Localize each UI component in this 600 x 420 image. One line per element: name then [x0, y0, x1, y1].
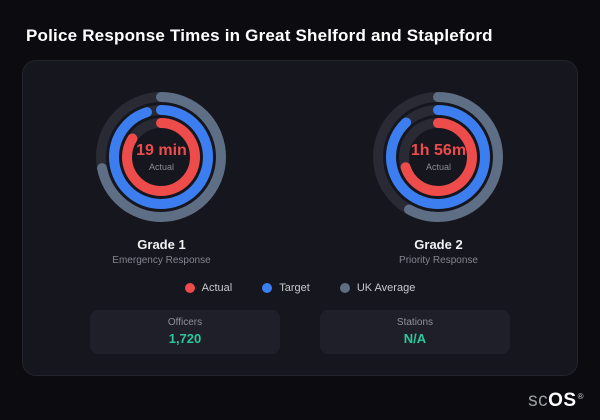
watermark-os: OS — [548, 390, 577, 411]
watermark-sc: sc — [528, 390, 549, 411]
legend-dot-actual — [184, 283, 195, 293]
gauge-center-label: Actual — [425, 162, 451, 173]
gauge-value: 19 min — [136, 141, 187, 159]
gauge-column-grade-1: 19 min Actual Grade 1 Emergency Response — [37, 87, 286, 266]
stat-value: 1,720 — [168, 331, 202, 346]
gauge-center-grade-1: 19 min Actual — [91, 87, 231, 227]
gauge-title-grade-2: Grade 2 — [414, 237, 463, 252]
scos-watermark: scOS® — [528, 390, 584, 412]
page-title: Police Response Times in Great Shelford … — [26, 26, 493, 45]
radial-gauge-grade-2: 1h 56m Actual — [368, 87, 508, 227]
legend-item-actual[interactable]: Actual — [184, 282, 233, 294]
legend-item-target[interactable]: Target — [262, 282, 310, 294]
legend: Actual Target UK Average — [23, 282, 577, 294]
gauge-subtitle-grade-2: Priority Response — [399, 255, 478, 266]
legend-label: Actual — [201, 282, 233, 294]
gauge-center-grade-2: 1h 56m Actual — [368, 87, 508, 227]
dashboard-card: 19 min Actual Grade 1 Emergency Response… — [22, 60, 578, 376]
gauge-subtitle-grade-1: Emergency Response — [112, 255, 211, 266]
stat-stations: Stations N/A — [320, 310, 510, 354]
gauges-row: 19 min Actual Grade 1 Emergency Response… — [23, 87, 577, 266]
legend-dot-target — [262, 283, 273, 293]
gauge-title-grade-1: Grade 1 — [137, 237, 186, 252]
stats-row: Officers 1,720 Stations N/A — [23, 310, 577, 354]
gauge-column-grade-2: 1h 56m Actual Grade 2 Priority Response — [314, 87, 563, 266]
legend-label: UK Average — [356, 282, 416, 294]
radial-gauge-grade-1: 19 min Actual — [91, 87, 231, 227]
gauge-center-label: Actual — [148, 162, 174, 173]
stat-label: Officers — [167, 317, 203, 328]
legend-label: Target — [279, 282, 310, 294]
stat-label: Stations — [396, 317, 434, 328]
stat-value: N/A — [403, 331, 427, 346]
legend-dot-uk-average — [339, 283, 350, 293]
legend-item-uk-average[interactable]: UK Average — [339, 282, 416, 294]
stat-officers: Officers 1,720 — [90, 310, 280, 354]
registered-mark-icon: ® — [577, 391, 584, 401]
gauge-value: 1h 56m — [410, 141, 467, 159]
